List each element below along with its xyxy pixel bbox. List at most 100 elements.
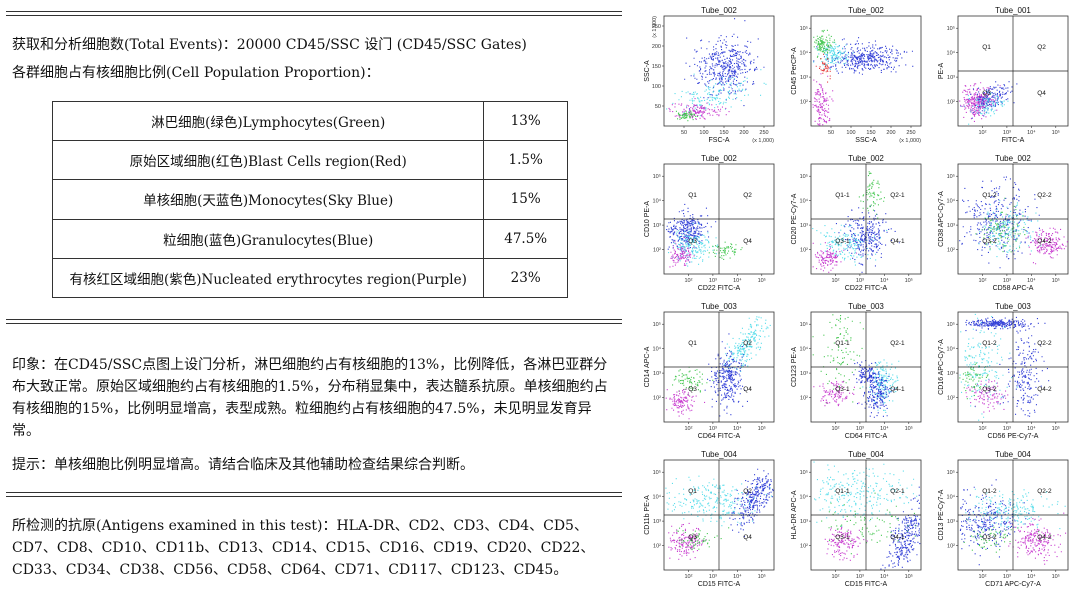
y-tick-label: 10⁴ [947, 494, 956, 501]
population-name: 有核红区域细胞(紫色)Nucleated erythrocytes region… [51, 257, 485, 299]
y-tick-label: 10⁴ [800, 50, 809, 57]
x-tick-label: 10² [978, 130, 986, 136]
y-tick-label: 10⁴ [653, 346, 662, 353]
plot-svg: Tube_004 Q1-1 Q2-1 Q3-1 Q4-1 10² 10³ 10⁴ 10⁵ 10² 1… [791, 450, 922, 588]
x-tick-label: 10⁴ [880, 425, 889, 432]
plot-title: Tube_002 [701, 154, 737, 163]
x-tick-label: 150 [866, 130, 875, 136]
population-name: 原始区域细胞(红色)Blast Cells region(Red) [51, 140, 485, 181]
quadrant-label: Q4-2 [1037, 386, 1052, 393]
x-tick-label: 10⁴ [1027, 277, 1036, 284]
dot-plot: Tube_001 Q1 Q2 Q3 Q4 10² 10³ 10⁴ 10⁵ 10² 10³ 10⁴ 10⁵… [934, 4, 1080, 152]
y-tick-label: 10² [947, 100, 955, 106]
y-tick-label: 10³ [653, 371, 661, 377]
quadrant-label: Q1-2 [982, 488, 997, 495]
event-dots [665, 468, 774, 560]
dot-plot: Tube_002 Q1 Q2 Q3 Q4 10² 10³ 10⁴ 10⁵ 10² 10³ 10⁴ 10⁵… [640, 152, 786, 300]
table-row: 淋巴细胞(绿色)Lymphocytes(Green) 13% [51, 100, 568, 142]
plot-title: Tube_004 [701, 450, 737, 459]
y-tick-label: 10⁵ [653, 173, 661, 180]
quadrant-label: Q2-1 [890, 192, 905, 199]
y-tick-label: 10³ [947, 75, 955, 81]
y-tick-label: 10³ [947, 223, 955, 229]
y-tick-label: 10³ [800, 371, 808, 377]
y-tick-label: 10⁴ [947, 198, 956, 205]
quadrant-label: Q2-2 [1037, 192, 1052, 199]
antigens-list: 所检测的抗原(Antigens examined in this test)：H… [12, 518, 595, 578]
event-dots [813, 461, 921, 570]
x-tick-label: 10² [831, 574, 839, 580]
event-dots [959, 479, 1067, 566]
dot-plot: Tube_004 Q1 Q2 Q3 Q4 10² 10³ 10⁴ 10⁵ 10² 10³ 10⁴ 10⁵… [640, 448, 786, 596]
y-tick-label: 10³ [653, 519, 661, 525]
population-percent: 15% [483, 179, 568, 220]
quadrant-label: Q3-1 [835, 534, 850, 541]
x-tick-label: 10³ [856, 426, 864, 432]
x-tick-label: 10² [684, 278, 692, 284]
y-tick-label: 10² [947, 248, 955, 254]
x-tick-label: 10² [684, 574, 692, 580]
x-tick-label: 10⁵ [905, 425, 913, 432]
x-axis-label: CD64 FITC-A [698, 433, 741, 440]
y-tick-label: 10⁴ [947, 50, 956, 57]
x-tick-label: 250 [759, 130, 768, 136]
quadrant-label: Q3 [688, 238, 697, 245]
y-axis-label: HLA-DR APC-A [791, 490, 798, 539]
x-tick-label: 10³ [1003, 574, 1011, 580]
population-percent: 13% [483, 100, 568, 142]
y-tick-label: 150 [652, 64, 661, 70]
y-tick-label: 10⁵ [947, 469, 955, 476]
population-table: 淋巴细胞(绿色)Lymphocytes(Green) 13% 原始区域细胞(红色… [51, 100, 568, 299]
event-dots [959, 81, 1018, 125]
x-axis-label: CD58 APC-A [993, 285, 1034, 292]
event-dots [959, 313, 1050, 421]
quadrant-label: Q4 [743, 534, 752, 541]
quadrant-label: Q3-2 [982, 238, 997, 245]
event-dots [812, 171, 900, 273]
quadrant-label: Q4-1 [890, 238, 905, 245]
plot-title: Tube_004 [848, 450, 884, 459]
y-tick-label: 10⁴ [800, 346, 809, 353]
x-axis-label: CD15 FITC-A [845, 581, 888, 588]
x-axis-unit: (x 1,000) [752, 138, 774, 144]
plot-title: Tube_002 [995, 154, 1031, 163]
x-tick-label: 10⁵ [758, 425, 766, 432]
plot-svg: Tube_003 Q1-2 Q2-2 Q3-2 Q4-2 10² 10³ 10⁴ 10⁵ 10² 1… [938, 302, 1069, 440]
total-events-line: 获取和分析细胞数(Total Events)：20000 CD45/SSC 设门… [12, 37, 527, 53]
x-tick-label: 10⁵ [1052, 573, 1060, 580]
x-tick-label: 10³ [1003, 426, 1011, 432]
population-proportion-heading: 各群细胞占有核细胞比例(Cell Population Proportion)： [12, 65, 380, 81]
y-tick-label: 10⁴ [800, 198, 809, 205]
y-tick-label: 10⁴ [800, 494, 809, 501]
x-tick-label: 100 [846, 130, 855, 136]
quadrant-label: Q1-1 [835, 192, 850, 199]
x-tick-label: 10⁴ [880, 277, 889, 284]
event-dots [665, 316, 771, 420]
y-tick-label: 10² [800, 396, 808, 402]
y-tick-label: 10² [947, 396, 955, 402]
plot-title: Tube_002 [701, 6, 737, 15]
dot-plot: Tube_003 Q1-2 Q2-2 Q3-2 Q4-2 10² 10³ 10⁴ 10⁵ 10² 1… [934, 300, 1080, 448]
x-tick-label: 10⁵ [1052, 425, 1060, 432]
x-tick-label: 10⁴ [1027, 573, 1036, 580]
y-tick-label: 10² [800, 248, 808, 254]
y-tick-label: 10⁴ [653, 494, 662, 501]
quadrant-label: Q4-1 [890, 534, 905, 541]
plot-title: Tube_004 [995, 450, 1031, 459]
bottom-divider [6, 492, 622, 497]
quadrant-label: Q4 [743, 386, 752, 393]
population-percent: 23% [483, 257, 568, 299]
y-tick-label: 10² [947, 544, 955, 550]
quadrant-label: Q4-2 [1037, 238, 1052, 245]
quadrant-label: Q3-1 [835, 386, 850, 393]
y-axis-label: CD45 PerCP-A [791, 47, 798, 95]
x-tick-label: 100 [699, 130, 708, 136]
y-tick-label: 10³ [947, 371, 955, 377]
x-axis-label: CD15 FITC-A [698, 581, 741, 588]
plot-svg: Tube_004 Q1-2 Q2-2 Q3-2 Q4-2 10² 10³ 10⁴ 10⁵ 10² 1… [938, 450, 1069, 588]
y-tick-label: 10⁵ [653, 469, 661, 476]
y-axis-label: CD13 PE-Cy7-A [938, 489, 945, 540]
plot-svg: Tube_003 Q1-1 Q2-1 Q3-1 Q4-1 10² 10³ 10⁴ 10⁵ 10² 1… [791, 302, 922, 440]
hint-text: 提示：单核细胞比例明显增高。请结合临床及其他辅助检查结果综合判断。 [12, 457, 474, 473]
y-tick-label: 10⁴ [947, 346, 956, 353]
